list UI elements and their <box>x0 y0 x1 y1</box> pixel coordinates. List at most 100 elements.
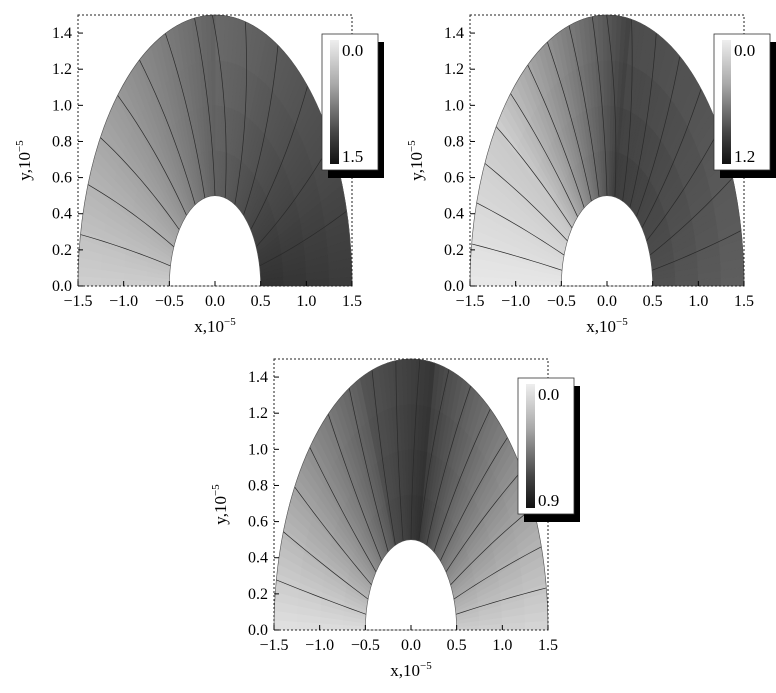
y-tick-label: 0.6 <box>444 170 464 187</box>
contour-line <box>259 210 347 267</box>
contour-line <box>410 359 421 540</box>
y-tick-label: 0.2 <box>444 242 464 259</box>
contour-line <box>471 243 563 271</box>
y-tick-label: 0.6 <box>52 170 72 187</box>
x-axis-label-exponent: −5 <box>224 316 236 328</box>
contour-line <box>426 385 471 546</box>
x-tick-label: 1.5 <box>538 637 558 654</box>
contour-line <box>636 56 681 217</box>
contour-line <box>327 413 382 561</box>
contour-line <box>276 579 367 615</box>
contour-line <box>309 447 377 573</box>
contour-line <box>484 163 568 242</box>
contour-fill-cell <box>214 105 219 151</box>
y-tick-label: 0.0 <box>444 278 464 295</box>
x-tick-label: −0.5 <box>351 637 380 654</box>
y-tick-label: 1.2 <box>444 61 464 78</box>
x-tick-label: −1.0 <box>109 293 138 310</box>
x-axis-label: x,10−5 <box>586 316 628 336</box>
contour-fill-cell <box>77 276 102 287</box>
contour-line <box>194 17 216 196</box>
y-tick-label: 1.0 <box>444 97 464 114</box>
legend-min-label: 0.0 <box>538 385 559 404</box>
y-axis-label: y,10−5 <box>210 484 230 525</box>
contour-line <box>255 142 332 248</box>
y-tick-label: 0.2 <box>248 586 268 603</box>
y-tick-label: 0.0 <box>52 278 72 295</box>
x-tick-label: 0.5 <box>447 637 467 654</box>
contour-plot-3: −1.5 −1.0 −0.5 0.0 0.5 1.0 1.5 0.0 0.2 0.4 0.6 0.8 1… <box>196 344 586 693</box>
inner-hole <box>365 539 457 631</box>
y-tick-label: 1.4 <box>444 25 464 42</box>
contour-line <box>651 230 742 271</box>
y-tick-label: 0.4 <box>248 550 268 567</box>
x-tick-label: 1.0 <box>296 293 316 310</box>
contour-line <box>591 16 608 196</box>
contour-line <box>450 507 534 586</box>
y-axis-label: y,10−5 <box>14 140 34 181</box>
contour-line <box>418 369 450 542</box>
contour-plot-3-svg: −1.5 −1.0 −0.5 0.0 0.5 1.0 1.5 0.0 0.2 0.4 0.6 0.8 1… <box>210 358 580 680</box>
contour-line <box>629 33 657 208</box>
contour-line <box>395 360 404 542</box>
y-axis-label-exponent: −5 <box>406 140 418 152</box>
contour-fill-cell <box>273 620 298 631</box>
y-tick-label: 1.0 <box>52 97 72 114</box>
y-tick-label: 0.8 <box>248 477 268 494</box>
contour-fill-cell <box>214 59 220 106</box>
contour-line <box>476 202 565 256</box>
y-tick-label: 1.4 <box>248 369 268 386</box>
contour-fill-cell <box>492 277 517 287</box>
x-tick-label: −1.5 <box>63 293 92 310</box>
y-tick-label: 1.2 <box>248 405 268 422</box>
contour-line <box>234 21 247 205</box>
legend-color-strip <box>526 384 535 508</box>
x-tick-label: −0.5 <box>155 293 184 310</box>
contour-line <box>433 408 491 552</box>
inner-hole <box>561 195 653 287</box>
contour-line <box>641 88 702 229</box>
y-tick-label: 0.2 <box>52 242 72 259</box>
contour-plot-2: −1.5 −1.0 −0.5 0.0 0.5 1.0 1.5 0.0 0.2 0.4 0.6 0.8 1… <box>392 0 776 349</box>
x-axis-label-exponent: −5 <box>420 660 432 672</box>
contour-line <box>243 45 279 216</box>
y-tick-label: 0.4 <box>444 206 464 223</box>
y-tick-label: 0.0 <box>248 622 268 639</box>
x-axis-label: x,10−5 <box>194 316 236 336</box>
contour-line <box>87 184 175 248</box>
contour-line <box>622 19 633 202</box>
contour-fill-cell <box>606 105 611 151</box>
contour-line <box>117 95 187 216</box>
x-tick-label: 0.5 <box>643 293 663 310</box>
y-axis-label-exponent: −5 <box>210 484 222 496</box>
x-tick-label: −1.0 <box>501 293 530 310</box>
contour-line <box>445 470 523 573</box>
x-tick-label: −1.5 <box>455 293 484 310</box>
x-tick-label: −0.5 <box>547 293 576 310</box>
contour-line <box>527 64 585 208</box>
contour-line <box>606 14 617 198</box>
y-tick-label: 0.6 <box>248 514 268 531</box>
contour-line <box>646 129 720 242</box>
contour-line <box>165 33 206 198</box>
contour-fill-cell <box>469 276 494 287</box>
contour-fill-cell <box>410 358 417 405</box>
legend-color-strip <box>722 40 731 164</box>
contour-line <box>283 531 369 600</box>
x-tick-label: 1.0 <box>688 293 708 310</box>
inner-hole <box>169 195 261 287</box>
legend-max-label: 1.2 <box>734 147 755 166</box>
y-axis-label: y,10−5 <box>406 140 426 181</box>
contour-line <box>495 126 573 229</box>
contour-line <box>250 86 308 230</box>
y-tick-label: 1.4 <box>52 25 72 42</box>
contour-line <box>212 14 227 198</box>
contour-line <box>453 546 542 600</box>
contour-plot-1: −1.5 −1.0 −0.5 0.0 0.5 1.0 1.5 0.0 0.2 0.4 0.6 0.8 1… <box>0 0 390 349</box>
legend-max-label: 0.9 <box>538 491 559 510</box>
contour-line <box>100 137 180 230</box>
x-tick-label: 1.5 <box>342 293 362 310</box>
contour-line <box>510 93 578 217</box>
x-tick-label: 1.0 <box>492 637 512 654</box>
contour-line <box>649 177 733 256</box>
